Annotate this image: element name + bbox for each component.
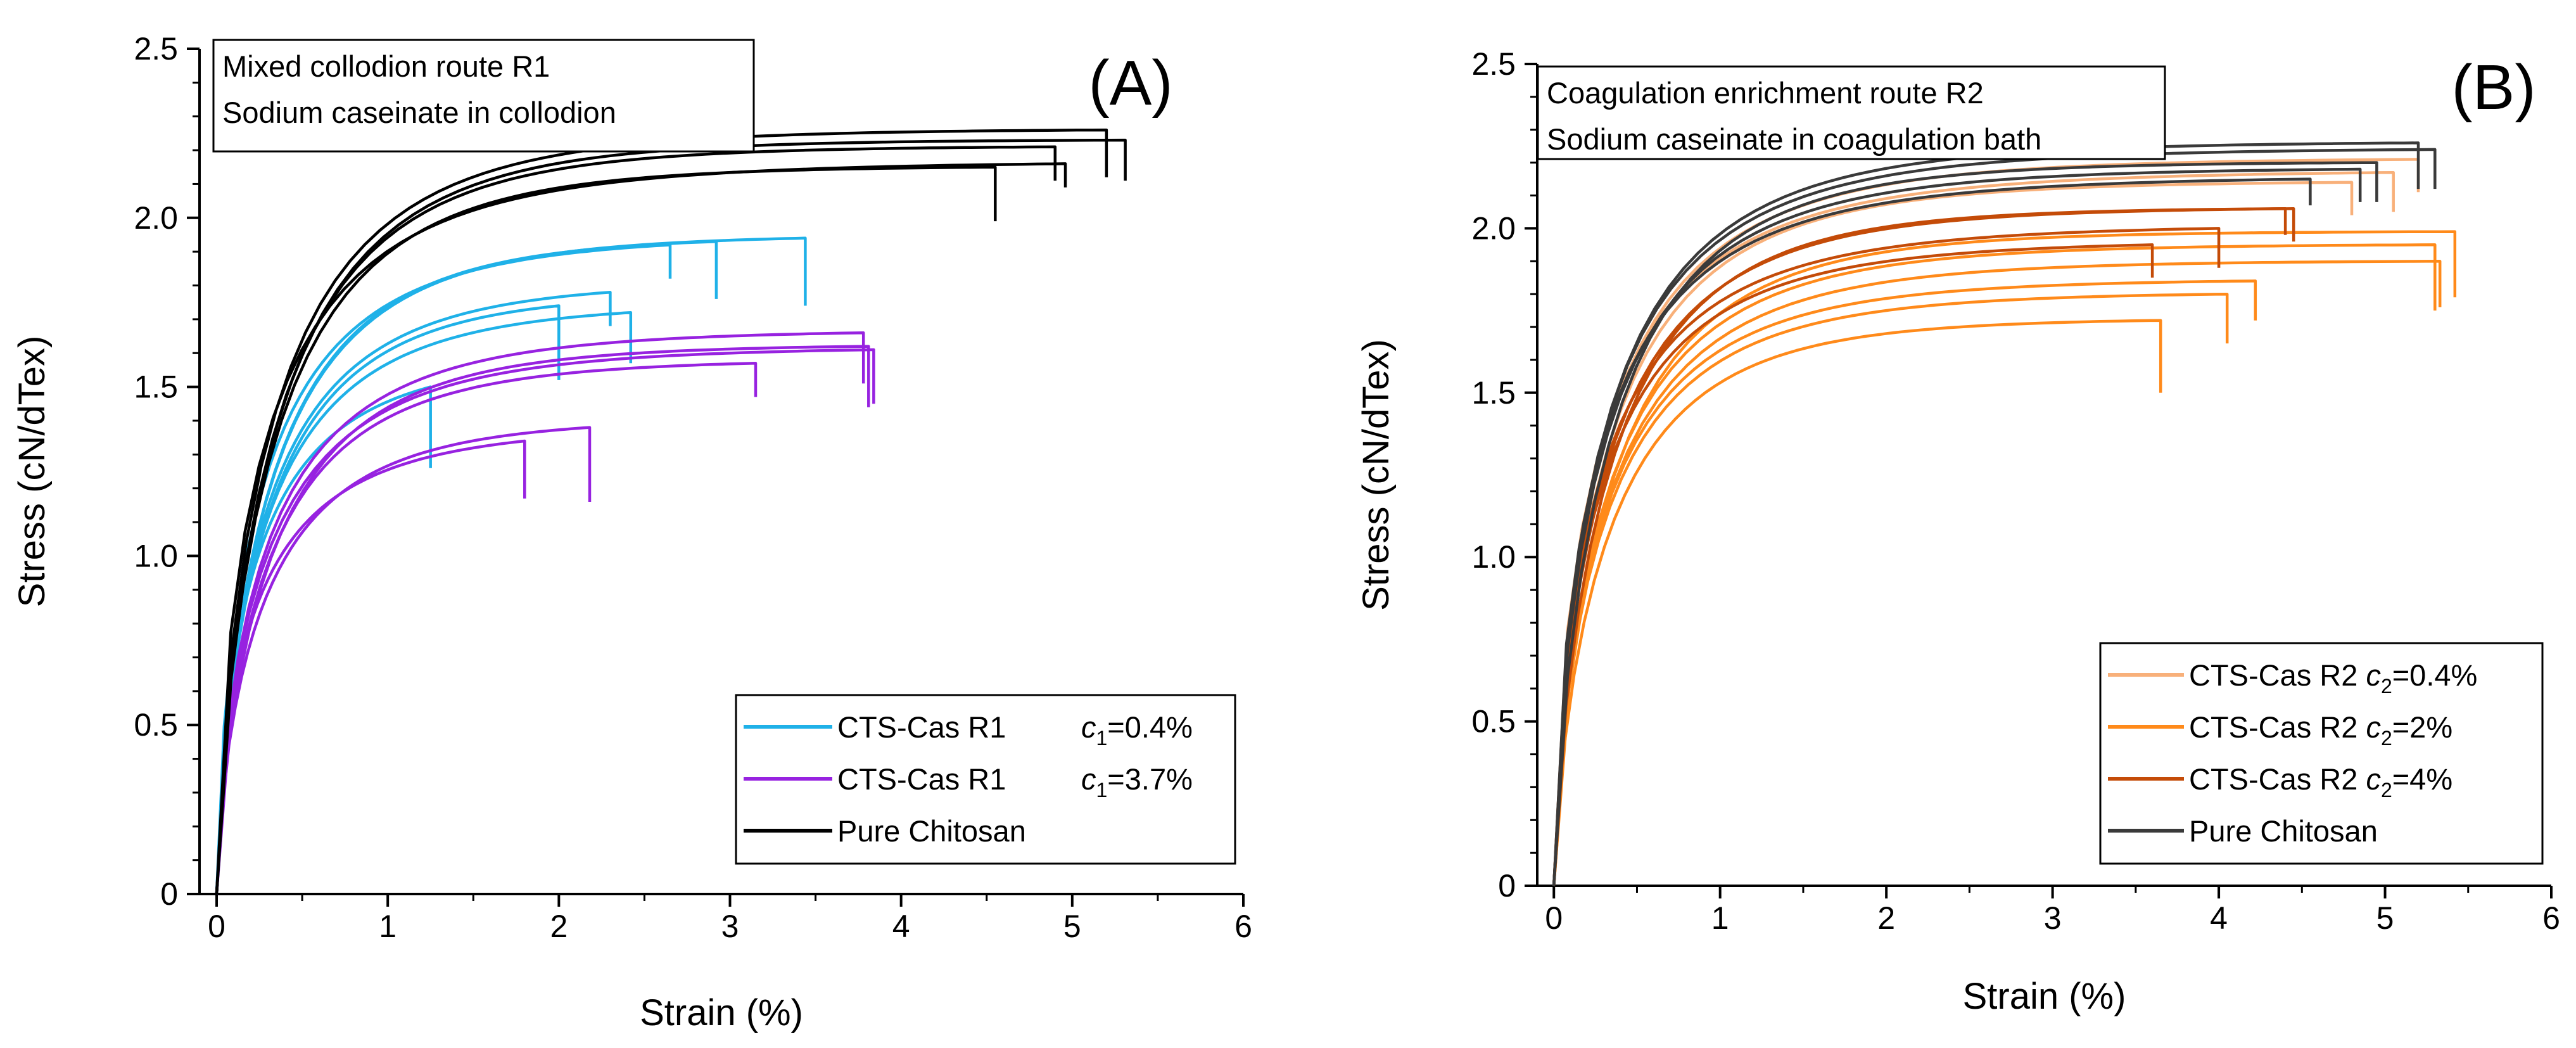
data-curve [215,439,526,895]
panel-b: 0 1 2 3 4 5 6 0 0.5 1.0 1.5 2.0 2.5 Strain (%) Stress … [1355,46,2560,1017]
data-curve [1552,279,2257,886]
y-tick-label: 2.0 [134,200,178,236]
x-tick-label: 4 [2210,900,2228,936]
legend-label-tail: =3.7% [1107,762,1193,796]
x-tick-label: 1 [379,909,397,944]
legend-label: CTS-Cas R1 c1=0.4% [837,710,1193,750]
legend-box [2099,642,2544,865]
legend-label: CTS-Cas R2 c2=2% [2189,710,2452,750]
legend-label: Pure Chitosan [2189,814,2378,848]
x-tick-label: 0 [1545,900,1563,936]
annotation-box [1537,65,2166,160]
data-curve [215,162,1067,895]
legend-label-tail: =0.4% [2392,658,2478,692]
data-curve [1552,148,2437,886]
legend-label-main: CTS-Cas R1 [837,762,1006,796]
data-curve [215,426,592,895]
legend-label-var: c [2366,658,2381,692]
data-curve [1552,181,2354,886]
x-tick-label: 6 [1234,909,1252,944]
data-curve [215,345,870,895]
y-tick-label: 0.5 [1471,704,1516,739]
panel-label: (A) [1088,48,1172,118]
data-curve [1552,227,2221,886]
annotation-line: Sodium caseinate in collodion [222,96,616,129]
annotation-line: Coagulation enrichment route R2 [1547,76,1984,110]
data-curve [1552,260,2442,886]
legend-label: Pure Chitosan [837,814,1026,848]
legend-label-tail: =0.4% [1107,710,1193,744]
legend-label: CTS-Cas R1 c1=3.7% [837,762,1193,802]
data-curve [1552,161,2378,886]
y-tick-label: 0 [1498,868,1516,904]
y-axis-label: Stress (cN/dTex) [11,336,53,608]
panel-label: (B) [2451,52,2535,123]
legend-label-sub: 2 [2381,727,2392,750]
legend-label-var: c [2366,710,2381,744]
annotation-box [212,39,755,153]
legend-label-tail: =2% [2392,710,2452,744]
data-curve [215,361,758,895]
x-tick-label: 5 [2376,900,2394,936]
x-tick-label: 6 [2542,900,2560,936]
legend-label: CTS-Cas R2 c2=4% [2189,762,2452,802]
x-tick-label: 5 [1063,909,1081,944]
series-1 [215,331,875,895]
annotation-line: Mixed collodion route R1 [222,49,550,83]
x-axis-label: Strain (%) [1963,976,2126,1017]
data-curve [1552,319,2162,886]
series-0 [215,236,807,895]
y-axis-label: Stress (cN/dTex) [1355,339,1397,611]
data-curve [1552,177,2312,886]
data-curve [1552,207,2295,886]
y-tick-label: 1.0 [134,538,178,573]
panel-a: 0 1 2 3 4 5 6 0 0.5 1.0 1.5 2.0 2.5 Strain (%) Stress … [11,31,1252,1033]
y-tick-label: 1.0 [1471,539,1516,575]
legend-label-var: c [1081,762,1096,796]
data-curve [215,165,997,895]
x-tick-label: 2 [1877,900,1895,936]
annotation-line: Sodium caseinate in coagulation bath [1547,122,2041,156]
legend-label-sub: 1 [1096,779,1108,802]
y-tick-label: 2.0 [1471,210,1516,246]
legend-label-main: CTS-Cas R2 [2189,658,2366,692]
data-curve [215,348,875,895]
y-tick-label: 0 [160,876,178,912]
legend-label-var: c [2366,762,2381,796]
y-tick-label: 2.5 [1471,46,1516,82]
data-curve [1552,243,2154,886]
legend-label-main: CTS-Cas R1 [837,710,1006,744]
x-axis-label: Strain (%) [640,992,803,1033]
legend-label-sub: 1 [1096,727,1108,750]
legend-label-main: Pure Chitosan [837,814,1026,848]
data-curve [1552,292,2229,886]
legend-label-sub: 2 [2381,779,2392,802]
data-curve [1552,243,2437,886]
y-tick-label: 2.5 [134,31,178,67]
x-tick-label: 0 [208,909,225,944]
data-curve [215,290,612,895]
legend-label-sub: 2 [2381,675,2392,698]
y-tick-label: 1.5 [134,369,178,405]
x-tick-label: 2 [550,909,568,944]
series-2 [1552,207,2295,886]
legend-label-main: CTS-Cas R2 [2189,710,2366,744]
legend-label-main: Pure Chitosan [2189,814,2378,848]
data-curve [215,331,865,895]
y-tick-label: 0.5 [134,707,178,743]
x-tick-label: 3 [2044,900,2062,936]
data-curve [215,236,807,895]
legend-label: CTS-Cas R2 c2=0.4% [2189,658,2477,698]
data-curve [215,145,1057,895]
data-curve [215,310,633,895]
x-tick-label: 1 [1711,900,1729,936]
x-tick-label: 4 [892,909,910,944]
legend-label-var: c [1081,710,1096,744]
x-tick-label: 3 [721,909,739,944]
legend-label-main: CTS-Cas R2 [2189,762,2366,796]
legend-label-tail: =4% [2392,762,2452,796]
y-tick-label: 1.5 [1471,375,1516,411]
